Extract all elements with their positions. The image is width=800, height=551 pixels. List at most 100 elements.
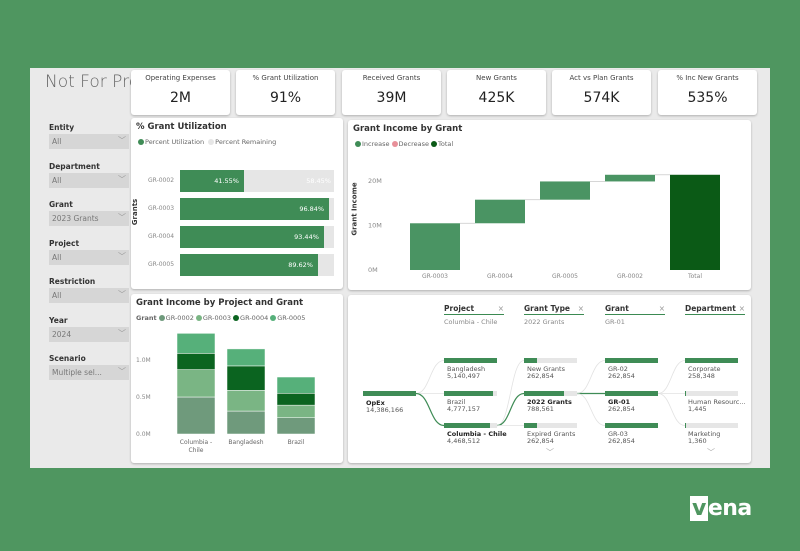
legend-dot-icon (391, 141, 398, 147)
kpi-label: % Grant Utilization (252, 74, 319, 82)
chevron-down-icon[interactable]: ﹀ (707, 448, 715, 457)
stacked-bar-chart: Grant Income by Project and Grant Grant G… (131, 294, 343, 463)
node-bar[interactable] (524, 391, 577, 396)
slicer-dropdown[interactable]: Multiple sel... ﹀ (49, 365, 129, 380)
slicer-label: Scenario (49, 354, 86, 363)
close-icon[interactable]: × (497, 304, 504, 313)
slicer-dropdown[interactable]: All ﹀ (49, 134, 129, 149)
tick-label: GR-0002 (148, 177, 175, 184)
kpi-card: New Grants 425K (447, 70, 546, 115)
node-value: 262,854 (608, 405, 635, 413)
chart-title: Grant Income by Grant (353, 124, 463, 134)
node-label: Expired Grants (527, 430, 576, 438)
slicer-year: Year 2024 ﹀ (49, 316, 129, 342)
data-label: 89.62% (288, 261, 313, 269)
legend-dot-icon (195, 315, 202, 321)
waterfall-bar (540, 181, 590, 200)
waterfall-bar (475, 199, 525, 224)
node-label: Bangladesh (447, 365, 486, 373)
node-bar[interactable] (605, 358, 658, 363)
data-label: 96.84% (299, 205, 325, 213)
node-bar[interactable] (685, 391, 738, 396)
slicer-dropdown[interactable]: All ﹀ (49, 288, 129, 303)
node-value: 14,386,166 (366, 406, 404, 414)
kpi-value: 574K (583, 90, 620, 106)
chart-title: Grant Income by Project and Grant (136, 298, 304, 308)
close-icon[interactable]: × (658, 304, 665, 313)
stacked-segment (276, 417, 316, 435)
y-tick-label: 0M (368, 266, 378, 274)
node-bar[interactable] (605, 391, 658, 396)
chevron-down-icon: ﹀ (118, 213, 126, 222)
close-icon[interactable]: × (577, 304, 584, 313)
node-bar[interactable] (524, 358, 577, 363)
legend-item: GR-0004 (240, 314, 269, 322)
node-bar[interactable] (444, 423, 497, 428)
root-bar[interactable] (363, 391, 416, 396)
x-tick-label: Chile (188, 447, 203, 454)
node-label: Columbia - Chile (447, 430, 507, 438)
legend-item: GR-0003 (202, 314, 232, 322)
slicer-dropdown[interactable]: All ﹀ (49, 172, 129, 188)
kpi-card: Act vs Plan Grants 574K (552, 70, 651, 115)
kpi-card: % Grant Utilization 91% (236, 70, 335, 115)
node-value: 262,854 (527, 437, 554, 445)
slicer-dropdown[interactable]: 2023 Grants ﹀ (49, 211, 129, 226)
stacked-segment (276, 404, 316, 418)
tree-link (576, 360, 606, 394)
utilization-bar: 96.84% (180, 198, 330, 220)
vena-logo: vena (690, 496, 752, 521)
legend-item: Increase (362, 140, 390, 148)
node-value: 788,561 (527, 405, 554, 413)
x-tick-label: GR-0003 (422, 273, 448, 280)
slicer-value: All (52, 291, 62, 300)
slicer-restriction: Restriction All ﹀ (49, 277, 129, 303)
slicer-value: 2023 Grants (52, 214, 99, 223)
utilization-bar: 93.44% (180, 226, 324, 248)
report-title: Not For Profit (45, 72, 157, 92)
stacked-segment (226, 365, 266, 391)
slicer-value: 2024 (52, 329, 72, 339)
legend-item: Total (438, 140, 454, 148)
slicer-grant: Grant 2023 Grants ﹀ (49, 200, 129, 226)
node-bar[interactable] (605, 423, 658, 428)
node-bar[interactable] (524, 423, 577, 428)
waterfall-plot: 0M 10M 20M GR-0003 GR-0004 GR-0005 GR-0002 Tota… (368, 174, 720, 280)
tree-link (496, 360, 525, 426)
slicer-label: Restriction (49, 277, 96, 286)
slicer-entity: Entity All ﹀ (49, 123, 129, 149)
node-label: OpEx (366, 399, 385, 407)
node-label: Brazil (447, 398, 466, 406)
slicer-dropdown[interactable]: All ﹀ (49, 249, 129, 265)
kpi-value: 425K (478, 90, 515, 106)
tick-label: GR-0003 (148, 205, 175, 212)
y-tick-label: 10M (368, 222, 382, 230)
decomposition-tree[interactable]: OpEx 14,386,166 Project × Columbia - Chile Ba… (348, 295, 751, 463)
stacked-plot: 0.0M 0.5M 1.0M Columbia -Chile Bangladesh Bra… (136, 333, 316, 454)
chevron-down-icon: ﹀ (118, 367, 126, 376)
slicer-label: Department (49, 161, 100, 171)
node-value: 262,854 (608, 372, 635, 380)
chart-legend: Grant GR-0002 GR-0003 GR-0004 GR-0005 (136, 314, 305, 322)
node-bar[interactable] (685, 358, 738, 363)
waterfall-bar (410, 223, 460, 270)
node-label: Human Resourc... (688, 398, 746, 406)
stacked-segment (176, 353, 216, 370)
grant-utilization-chart: % Grant Utilization Percent Utilization … (131, 118, 343, 289)
kpi-value: 91% (269, 90, 302, 106)
tree-link (657, 393, 686, 426)
stacked-segment (176, 396, 216, 435)
kpi-label: Received Grants (362, 74, 421, 82)
legend-item: GR-0005 (277, 314, 306, 322)
node-bar[interactable] (444, 391, 497, 396)
chevron-down-icon[interactable]: ﹀ (546, 448, 554, 457)
slicer-dropdown[interactable]: 2024 ﹀ (49, 326, 129, 342)
close-icon[interactable]: × (738, 304, 745, 313)
legend-title: Grant (136, 314, 157, 322)
level-selection: 2022 Grants (524, 318, 565, 326)
kpi-label: % Inc New Grants (676, 74, 739, 82)
level-header-label: Project (444, 304, 475, 313)
node-value: 262,854 (608, 437, 635, 445)
node-bar[interactable] (444, 358, 497, 363)
node-bar[interactable] (685, 423, 738, 428)
